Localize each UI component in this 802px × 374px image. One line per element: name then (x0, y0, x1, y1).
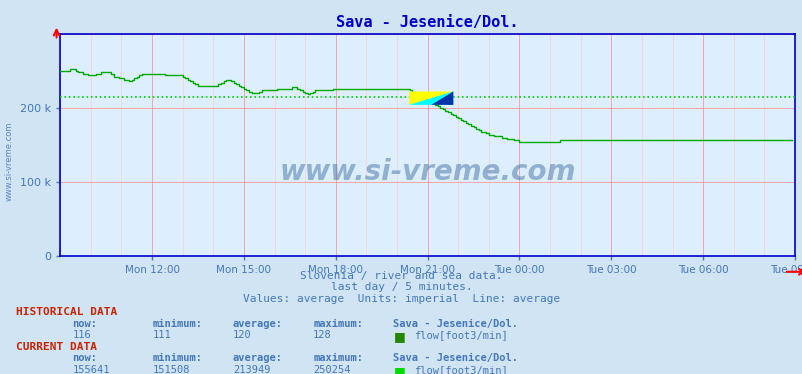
Text: Values: average  Units: imperial  Line: average: Values: average Units: imperial Line: av… (242, 294, 560, 304)
Text: 213949: 213949 (233, 365, 270, 374)
Text: www.si-vreme.com: www.si-vreme.com (279, 157, 575, 186)
Polygon shape (431, 92, 453, 105)
Text: average:: average: (233, 353, 282, 364)
Polygon shape (409, 92, 453, 105)
Text: www.si-vreme.com: www.si-vreme.com (5, 121, 14, 200)
Text: maximum:: maximum: (313, 353, 363, 364)
Text: last day / 5 minutes.: last day / 5 minutes. (330, 282, 472, 292)
Text: now:: now: (72, 319, 97, 329)
Text: maximum:: maximum: (313, 319, 363, 329)
Text: now:: now: (72, 353, 97, 364)
Text: Sava - Jesenice/Dol.: Sava - Jesenice/Dol. (393, 319, 518, 329)
Text: 155641: 155641 (72, 365, 110, 374)
Polygon shape (409, 92, 453, 105)
Text: ■: ■ (393, 365, 405, 374)
Text: flow[foot3/min]: flow[foot3/min] (413, 365, 507, 374)
Text: 128: 128 (313, 330, 331, 340)
Text: 120: 120 (233, 330, 251, 340)
Text: Sava - Jesenice/Dol.: Sava - Jesenice/Dol. (393, 353, 518, 364)
Text: average:: average: (233, 319, 282, 329)
Text: 151508: 151508 (152, 365, 190, 374)
Text: minimum:: minimum: (152, 353, 202, 364)
Text: HISTORICAL DATA: HISTORICAL DATA (16, 307, 117, 318)
Text: 116: 116 (72, 330, 91, 340)
Text: minimum:: minimum: (152, 319, 202, 329)
Text: 111: 111 (152, 330, 171, 340)
Text: 250254: 250254 (313, 365, 350, 374)
Text: CURRENT DATA: CURRENT DATA (16, 342, 97, 352)
Text: ■: ■ (393, 330, 405, 343)
Title: Sava - Jesenice/Dol.: Sava - Jesenice/Dol. (336, 15, 518, 30)
Text: Slovenia / river and sea data.: Slovenia / river and sea data. (300, 271, 502, 281)
Text: flow[foot3/min]: flow[foot3/min] (413, 330, 507, 340)
